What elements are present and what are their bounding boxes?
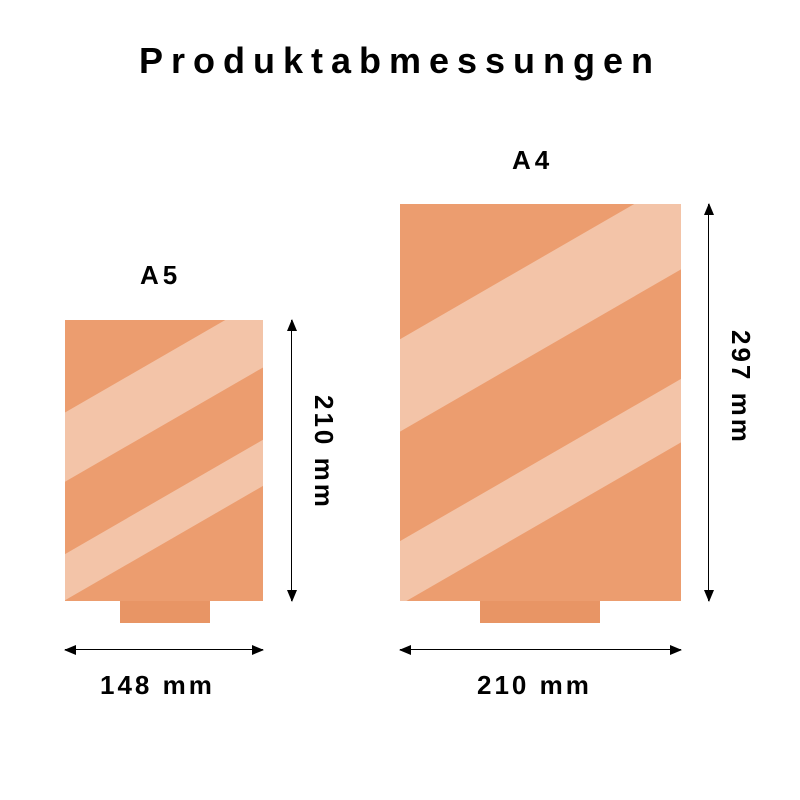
a4-height-arrow <box>708 204 709 601</box>
a4-width-arrow <box>400 649 681 650</box>
arrow-left-icon <box>64 645 76 655</box>
a5-height-arrow <box>291 320 292 601</box>
a5-plaque <box>65 320 263 601</box>
arrow-down-icon <box>704 590 714 602</box>
a4-width-label: 210 mm <box>477 670 592 701</box>
a4-base <box>480 601 600 623</box>
a5-width-label: 148 mm <box>100 670 215 701</box>
arrow-right-icon <box>252 645 264 655</box>
arrow-right-icon <box>670 645 682 655</box>
arrow-up-icon <box>287 319 297 331</box>
arrow-left-icon <box>399 645 411 655</box>
a5-height-label: 210 mm <box>308 395 339 510</box>
a5-width-arrow <box>65 649 263 650</box>
arrow-down-icon <box>287 590 297 602</box>
a4-plaque <box>400 204 681 601</box>
a4-label: A4 <box>512 145 553 176</box>
a5-label: A5 <box>140 260 181 291</box>
a4-height-label: 297 mm <box>725 330 756 445</box>
a5-base <box>120 601 210 623</box>
arrow-up-icon <box>704 203 714 215</box>
page-title: Produktabmessungen <box>0 40 800 82</box>
